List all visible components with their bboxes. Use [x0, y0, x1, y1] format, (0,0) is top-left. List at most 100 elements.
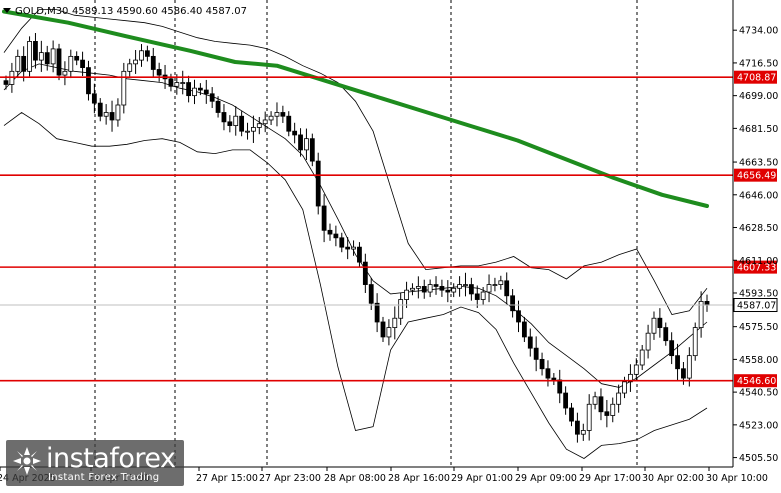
candle-body [251, 127, 256, 132]
candle-body [604, 411, 610, 416]
candle-body [516, 310, 521, 323]
candle-body [439, 286, 445, 291]
candle-body [645, 332, 651, 351]
candle-body [115, 104, 121, 121]
candle-body [527, 336, 533, 349]
candle-body [557, 379, 563, 394]
candle-body [38, 52, 44, 61]
current-price-box [733, 298, 778, 313]
candle-body [215, 100, 221, 113]
candle-body [233, 115, 239, 126]
candle-body [669, 340, 675, 357]
bb-upper-line [3, 9, 708, 315]
watermark-brand: instaforex [46, 443, 176, 474]
level-label-box [734, 168, 777, 182]
candle-body [27, 41, 32, 72]
candle-body [686, 355, 692, 379]
candle-body [292, 130, 298, 136]
y-tick-label: 4611.00 [739, 256, 778, 267]
candle-body [651, 317, 657, 334]
candle-body [174, 82, 180, 87]
candle-body [280, 112, 286, 117]
candle-body [62, 70, 68, 76]
candle-body [97, 102, 103, 117]
candle-body [3, 80, 9, 85]
candle-body [486, 284, 492, 293]
candle-body [445, 289, 451, 293]
y-tick-label: 4734.00 [739, 26, 778, 37]
y-tick-label: 4540.50 [739, 388, 778, 399]
candle-body [333, 233, 339, 239]
y-tick-label: 4716.50 [739, 58, 778, 69]
candle-body [374, 302, 380, 323]
y-tick-label: 4575.50 [739, 322, 778, 333]
candle-body [321, 205, 327, 231]
candle-body [410, 287, 415, 291]
candle-body [203, 89, 209, 95]
candle-body [386, 327, 392, 338]
candle-body [80, 59, 85, 68]
candle-body [392, 317, 398, 328]
candle-body [91, 93, 97, 104]
candle-body [192, 87, 197, 97]
candle-body [339, 237, 345, 248]
level-label-box [734, 260, 777, 274]
candle-body [368, 284, 374, 304]
x-tick-label: 27 Apr 15:00 [196, 473, 258, 484]
candle-body [186, 82, 192, 97]
candle-body [433, 284, 439, 287]
x-tick-label: 30 Apr 02:00 [642, 473, 704, 484]
candle-body [415, 286, 421, 289]
triangle-down-icon [3, 8, 11, 13]
candle-body [127, 63, 133, 72]
candle-body [421, 286, 427, 293]
candle-body [575, 420, 580, 435]
candle-body [457, 284, 462, 289]
candle-body [633, 364, 639, 375]
candle-body [74, 55, 80, 61]
candle-body [521, 321, 527, 338]
candle-body [180, 82, 186, 84]
moving-average-line [2, 9, 709, 208]
candle-body [304, 138, 309, 151]
candle-body [68, 55, 74, 72]
candle-body [286, 115, 292, 132]
x-tick-label: 30 Apr 10:00 [706, 473, 768, 484]
y-tick-label: 4699.00 [739, 91, 778, 102]
candle-body [480, 291, 486, 300]
candle-body [563, 392, 569, 409]
candle-body [463, 284, 468, 286]
candle-body [262, 119, 268, 125]
candle-body [504, 280, 510, 297]
candle-body [539, 358, 545, 370]
candle-body [103, 112, 109, 117]
candle-body [580, 430, 586, 435]
candle-body [569, 407, 574, 422]
x-tick-label: 29 Apr 09:00 [515, 473, 577, 484]
level-label-box [734, 70, 777, 84]
candle-body [598, 396, 604, 413]
y-tick-label: 4505.50 [739, 453, 778, 464]
candle-body [657, 317, 663, 328]
candle-body [121, 70, 127, 106]
candle-body [56, 48, 62, 76]
y-tick-label: 4663.50 [739, 158, 778, 169]
candle-body [510, 295, 516, 312]
y-tick-label: 4646.00 [739, 190, 778, 201]
candle-body [245, 130, 250, 133]
level-label: 4546.60 [737, 376, 776, 387]
candle-body [592, 396, 598, 405]
candle-body [327, 229, 333, 235]
candle-body [227, 121, 233, 126]
instaforex-watermark: instaforex Instant Forex Trading [6, 440, 184, 486]
candle-body [139, 50, 144, 61]
candle-body [610, 403, 616, 416]
candle-body [345, 246, 351, 250]
candle-body [86, 67, 91, 95]
watermark-tagline: Instant Forex Trading [48, 472, 160, 483]
candle-body [692, 327, 698, 357]
candle-body [468, 284, 474, 295]
candle-body [21, 55, 27, 72]
